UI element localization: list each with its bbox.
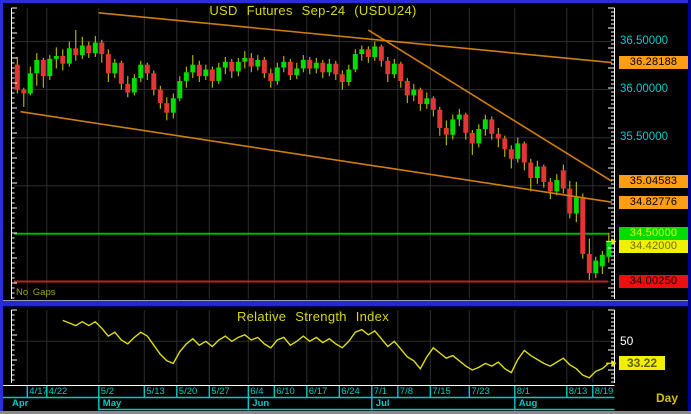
no-gaps-label: No Gaps [16, 287, 56, 298]
window-border-right [688, 0, 691, 411]
period-label: Day [655, 391, 678, 405]
window-border-bottom [0, 411, 691, 414]
window-border-top [0, 0, 691, 3]
price-pane[interactable] [14, 8, 612, 300]
chart-title: USD Futures Sep-24 (USDU24) [209, 3, 417, 18]
rsi-title: Relative Strength Index [236, 309, 390, 324]
panel-splitter[interactable] [3, 300, 688, 307]
window-border-left [0, 0, 3, 411]
